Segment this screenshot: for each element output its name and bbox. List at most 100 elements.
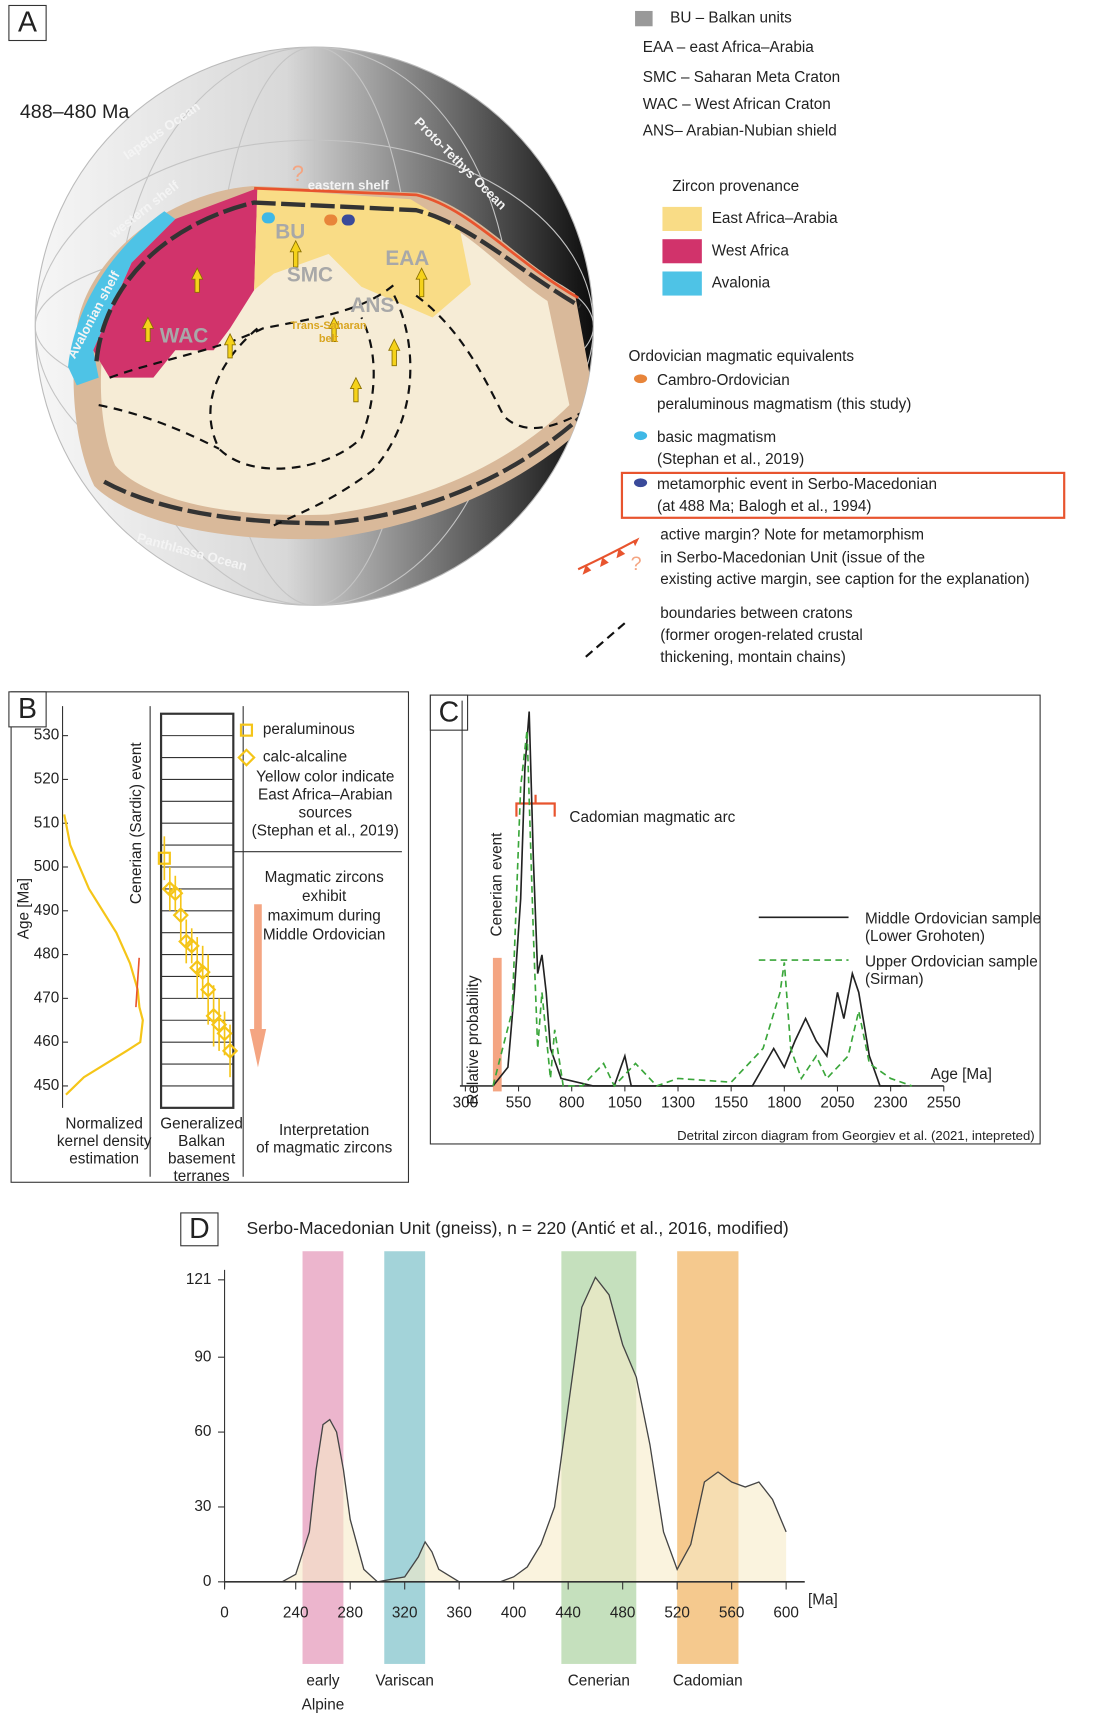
active-margin-symbol (578, 541, 635, 569)
y-tick-label: 520 (34, 770, 60, 787)
legend-text: (Lower Grohoten) (865, 928, 985, 945)
column-label: estimation (69, 1150, 139, 1167)
legend-text: Upper Ordovician sample (865, 953, 1038, 970)
legend-text: West Africa (712, 242, 790, 259)
legend-swatch (662, 207, 701, 231)
x-tick-label: 550 (506, 1095, 532, 1112)
legend-text: EAA – east Africa–Arabia (643, 39, 815, 56)
note: (Stephan et al., 2019) (252, 822, 399, 839)
legend-text: BU – Balkan units (670, 10, 792, 27)
legend-marker (634, 374, 647, 383)
interpretation: Magmatic zircons (265, 869, 384, 886)
legend-text: in Serbo-Macedonian Unit (issue of the (660, 549, 925, 566)
legend-marker (634, 431, 647, 440)
map-label: SMC (287, 263, 333, 286)
x-tick-label: 1300 (661, 1095, 695, 1112)
y-axis-label: Age [Ma] (15, 878, 32, 939)
x-tick-label: 600 (773, 1605, 799, 1622)
legend-marker (239, 750, 254, 765)
chart-title: Serbo-Macedonian Unit (gneiss), n = 220 … (246, 1218, 788, 1238)
band-label: Variscan (375, 1673, 433, 1690)
x-tick-label: 1550 (714, 1095, 748, 1112)
x-tick-label: 240 (283, 1605, 309, 1622)
legend-text: WAC – West African Craton (643, 96, 831, 113)
map-marker (342, 215, 355, 226)
x-tick-label: 280 (337, 1605, 363, 1622)
legend-text: active margin? Note for metamorphism (660, 526, 924, 543)
period: 488–480 Ma (20, 101, 130, 123)
legend-text: existing active margin, see caption for … (660, 571, 1029, 588)
panel-label: C (439, 696, 460, 728)
x-tick-label: 1800 (767, 1095, 801, 1112)
period-band (384, 1251, 425, 1664)
y-tick-label: 450 (34, 1077, 60, 1094)
x-tick-label: 2300 (874, 1095, 908, 1112)
boundary-symbol (586, 622, 627, 657)
map-label: ANS (350, 294, 394, 317)
legend-text: peraluminous (263, 721, 355, 738)
y-tick-label: 90 (194, 1348, 211, 1365)
column-label: kernel density (57, 1133, 152, 1150)
legend-marker (634, 478, 647, 487)
y-tick-label: 460 (34, 1033, 60, 1050)
column-label: terranes (173, 1168, 230, 1185)
x-tick-label: 400 (501, 1605, 527, 1622)
y-tick-label: 510 (34, 814, 60, 831)
legend-text: metamorphic event in Serbo-Macedonian (657, 476, 937, 493)
x-tick-label: 480 (610, 1605, 636, 1622)
caption: Detrital zircon diagram from Georgiev et… (677, 1128, 1034, 1143)
legend-text: ANS– Arabian-Nubian shield (643, 122, 837, 139)
x-tick-label: 520 (664, 1605, 690, 1622)
map-marker (262, 212, 275, 223)
legend-text: (at 488 Ma; Balogh et al., 1994) (657, 498, 872, 515)
column-label: Normalized (65, 1115, 142, 1132)
map-label: eastern shelf (308, 178, 390, 193)
y-tick-label: 490 (34, 902, 60, 919)
map-label: belt (319, 333, 339, 345)
y-tick-label: 60 (194, 1423, 211, 1440)
note: sources (298, 804, 352, 821)
legend-text: (Sirman) (865, 971, 924, 988)
period-band (677, 1251, 738, 1664)
map-marker (324, 215, 337, 226)
x-tick-label: 2050 (820, 1095, 854, 1112)
panel-label: A (18, 7, 37, 39)
legend-text: Avalonia (712, 275, 771, 292)
panel-d: D Serbo-Macedonian Unit (gneiss), n = 22… (181, 1213, 789, 1246)
x-tick-label: 800 (559, 1095, 585, 1112)
y-tick-label: 30 (194, 1498, 211, 1515)
band-label: early (306, 1673, 340, 1690)
panel-label: D (189, 1213, 210, 1245)
band-label: Cadomian (673, 1673, 743, 1690)
legend-text: calc-alcaline (263, 749, 347, 766)
x-axis-label: Age [Ma] (931, 1066, 992, 1083)
event-label: Cenerian event (488, 832, 505, 937)
column-label: Interpretation (279, 1122, 369, 1139)
y-tick-label: 530 (34, 727, 60, 744)
legend-title: Ordovician magmatic equivalents (629, 348, 855, 365)
legend-text: East Africa–Arabia (712, 210, 838, 227)
panel-label: B (18, 693, 37, 725)
x-tick-label: 360 (446, 1605, 472, 1622)
map-label: Trans-Saharan (291, 320, 367, 332)
legend-text: peraluminous magmatism (this study) (657, 396, 911, 413)
interpretation: exhibit (302, 888, 347, 905)
arc-label: Cadomian magmatic arc (569, 809, 735, 826)
legend-swatch (662, 271, 701, 295)
series-line (493, 730, 912, 1086)
legend-text: boundaries between cratons (660, 605, 853, 622)
band-label: Cenerian (568, 1673, 630, 1690)
x-tick-label: 440 (555, 1605, 581, 1622)
legend-title: Zircon provenance (672, 178, 799, 195)
map-label: WAC (160, 325, 208, 348)
y-tick-label: 470 (34, 989, 60, 1006)
map-label: ? (292, 161, 304, 186)
x-unit: [Ma] (808, 1591, 838, 1608)
band-label: Alpine (302, 1697, 345, 1714)
column-label: Generalized (160, 1115, 243, 1132)
legend-text: basic magmatism (657, 429, 776, 446)
column-label: basement (168, 1150, 236, 1167)
note: East Africa–Arabian (258, 786, 393, 803)
interpretation: maximum during (268, 907, 381, 924)
column-label: of magmatic zircons (256, 1139, 392, 1156)
